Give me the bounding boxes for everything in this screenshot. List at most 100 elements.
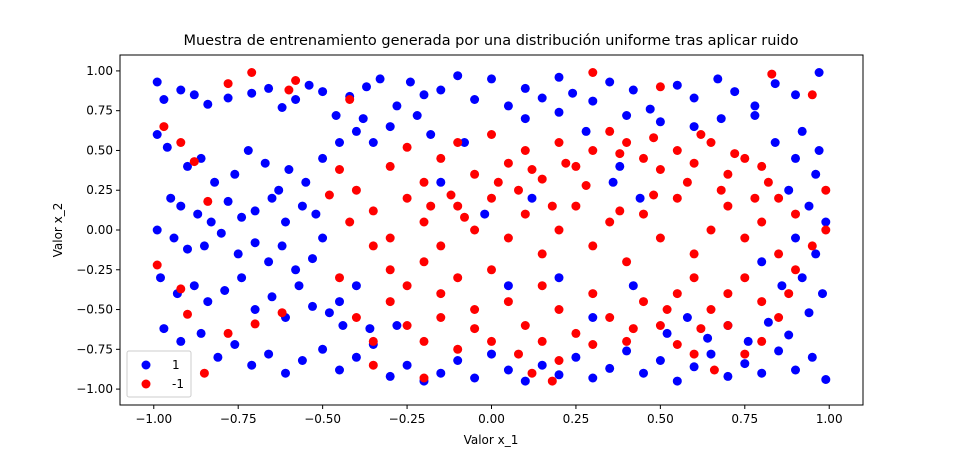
- point-series-1-59: [571, 201, 581, 211]
- point-series-0-108: [470, 373, 480, 383]
- point-series-0-7: [264, 83, 274, 93]
- point-series-0-50: [301, 177, 311, 187]
- point-series-1-112: [554, 356, 564, 365]
- point-series-0-5: [223, 93, 233, 103]
- point-series-0-164: [581, 126, 591, 136]
- point-series-0-61: [267, 193, 277, 203]
- x-tick-label: 0.50: [647, 412, 674, 426]
- point-series-1-107: [453, 344, 463, 354]
- point-series-0-127: [791, 365, 800, 375]
- point-series-1-65: [672, 193, 682, 203]
- point-series-0-6: [247, 88, 257, 98]
- point-series-0-113: [554, 370, 564, 380]
- point-series-1-45: [807, 90, 817, 100]
- point-series-0-172: [480, 209, 490, 219]
- point-series-1-70: [757, 217, 767, 227]
- point-series-1-34: [639, 153, 648, 163]
- point-series-0-141: [757, 257, 767, 267]
- point-series-1-103: [385, 297, 395, 307]
- y-tick-label: 0.50: [86, 143, 113, 157]
- point-series-0-33: [689, 93, 699, 103]
- point-series-0-132: [703, 333, 713, 343]
- point-series-0-76: [318, 233, 328, 243]
- point-series-1-49: [402, 193, 412, 203]
- point-series-1-42: [774, 193, 784, 203]
- point-series-0-49: [284, 165, 294, 174]
- point-series-1-146: [649, 133, 659, 143]
- point-series-1-84: [520, 321, 530, 330]
- point-series-1-149: [527, 165, 537, 174]
- point-series-1-102: [368, 336, 378, 346]
- point-series-0-138: [818, 289, 827, 299]
- point-series-1-101: [351, 313, 361, 322]
- point-series-0-94: [230, 340, 240, 349]
- x-axis-label: Valor x_1: [464, 433, 519, 447]
- point-series-1-24: [470, 169, 480, 179]
- point-series-1-81: [470, 305, 480, 314]
- point-series-0-2: [176, 85, 186, 95]
- point-series-1-1: [247, 68, 257, 77]
- point-series-1-19: [385, 161, 395, 171]
- point-series-1-57: [537, 249, 547, 259]
- point-series-0-173: [460, 138, 469, 147]
- point-series-0-110: [503, 365, 513, 375]
- point-series-0-103: [385, 371, 395, 381]
- point-series-1-119: [689, 349, 699, 359]
- point-series-1-41: [757, 161, 767, 171]
- point-series-1-108: [470, 324, 480, 334]
- point-series-0-32: [672, 80, 682, 90]
- x-tick-label: −0.75: [220, 412, 257, 426]
- point-series-1-11: [183, 309, 192, 319]
- point-series-1-54: [487, 193, 496, 203]
- point-series-0-10: [304, 80, 314, 90]
- point-series-1-142: [750, 193, 760, 203]
- x-axis: −1.00 −0.75 −0.50 −0.25 0.00 0.25 0.50 0.75 1.00: [135, 405, 843, 426]
- point-series-0-135: [763, 317, 773, 327]
- point-series-1-39: [723, 169, 733, 179]
- point-series-1-128: [324, 190, 334, 200]
- chart-title: Muestra de entrenamiento generada por un…: [183, 33, 798, 49]
- point-series-1-137: [581, 181, 591, 190]
- point-series-0-36: [750, 101, 760, 111]
- point-series-1-144: [730, 149, 740, 159]
- point-series-1-73: [807, 241, 817, 251]
- point-series-0-53: [351, 126, 361, 136]
- point-series-1-35: [655, 165, 665, 174]
- point-series-1-148: [561, 158, 571, 168]
- point-series-0-109: [487, 349, 496, 359]
- point-series-1-51: [436, 241, 446, 251]
- point-series-1-122: [757, 336, 767, 346]
- point-series-1-38: [706, 138, 716, 147]
- point-series-0-55: [176, 201, 186, 211]
- point-series-0-9: [291, 95, 301, 104]
- point-series-0-19: [436, 85, 446, 95]
- point-series-1-60: [588, 241, 598, 251]
- x-tick-label: −1.00: [135, 412, 172, 426]
- point-series-1-61: [605, 217, 615, 227]
- point-series-0-27: [568, 88, 578, 98]
- point-series-1-43: [791, 209, 800, 219]
- point-series-1-95: [706, 305, 716, 314]
- point-series-0-89: [338, 321, 348, 330]
- point-series-1-106: [436, 313, 446, 322]
- point-series-1-32: [605, 126, 615, 136]
- point-series-1-89: [605, 313, 615, 322]
- point-series-0-166: [335, 297, 344, 307]
- point-series-0-25: [537, 93, 547, 103]
- point-series-0-156: [622, 111, 632, 120]
- point-series-1-76: [385, 265, 395, 275]
- point-series-1-3: [345, 95, 355, 104]
- point-series-0-122: [706, 349, 716, 359]
- point-series-0-1: [159, 95, 169, 104]
- point-series-1-69: [740, 233, 750, 243]
- point-series-0-63: [297, 201, 307, 211]
- legend-marker-neg1: [141, 379, 151, 389]
- point-series-0-58: [223, 196, 233, 206]
- point-series-0-131: [682, 313, 692, 322]
- point-series-0-151: [797, 126, 807, 136]
- point-series-0-117: [622, 346, 632, 356]
- point-series-0-177: [588, 313, 598, 322]
- point-series-0-24: [520, 83, 530, 93]
- point-series-1-30: [571, 161, 581, 171]
- point-series-0-14: [362, 82, 371, 92]
